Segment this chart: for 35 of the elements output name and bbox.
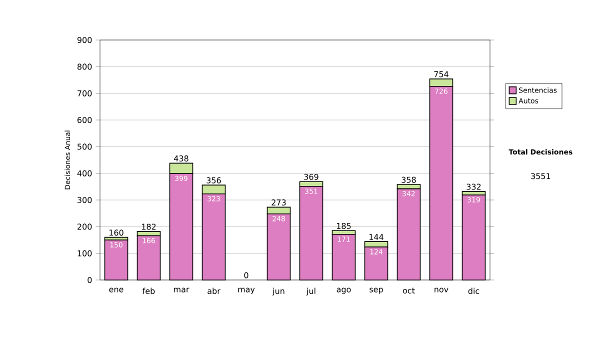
x-tick-label: ago <box>336 288 351 294</box>
total-label: 438 <box>174 155 188 162</box>
x-tick-label: mar <box>174 288 190 292</box>
total-label: 369 <box>304 174 318 180</box>
total-label: 144 <box>369 234 384 240</box>
total-label: 332 <box>466 184 481 190</box>
y-tick-label: 800 <box>77 64 92 70</box>
total-label: 182 <box>142 224 156 230</box>
y-tick-label: 300 <box>78 196 92 204</box>
x-tick-label: dic <box>468 288 480 294</box>
y-tick-label: 500 <box>78 144 92 150</box>
y-tick-label: 0 <box>88 276 92 284</box>
x-tick-label: ene <box>109 288 124 292</box>
y-tick-label: 200 <box>78 224 92 230</box>
y-tick-label: 600 <box>78 116 92 124</box>
x-tick-label: jul <box>306 288 316 296</box>
y-tick-label: 100 <box>78 250 92 256</box>
x-tick-label: may <box>238 288 255 294</box>
text: 3551 <box>531 173 550 180</box>
total-label: 754 <box>434 71 448 78</box>
total-label: 273 <box>272 199 286 206</box>
x-tick-label: nov <box>434 288 448 292</box>
x-tick-label: feb <box>142 288 155 294</box>
total-label: 358 <box>402 176 416 183</box>
x-tick-label: oct <box>402 288 415 294</box>
y-tick-label: 700 <box>78 90 92 96</box>
total-label: 185 <box>336 222 351 229</box>
y-tick-label: 400 <box>77 170 92 176</box>
x-tick-label: abr <box>208 288 220 294</box>
x-tick-label: sep <box>370 288 383 294</box>
x-tick-label: jun <box>272 288 284 296</box>
y-tick-label: 900 <box>77 36 92 44</box>
total-label: 0 <box>244 272 248 278</box>
total-label: 160 <box>110 230 124 236</box>
total-label: 356 <box>206 177 221 184</box>
